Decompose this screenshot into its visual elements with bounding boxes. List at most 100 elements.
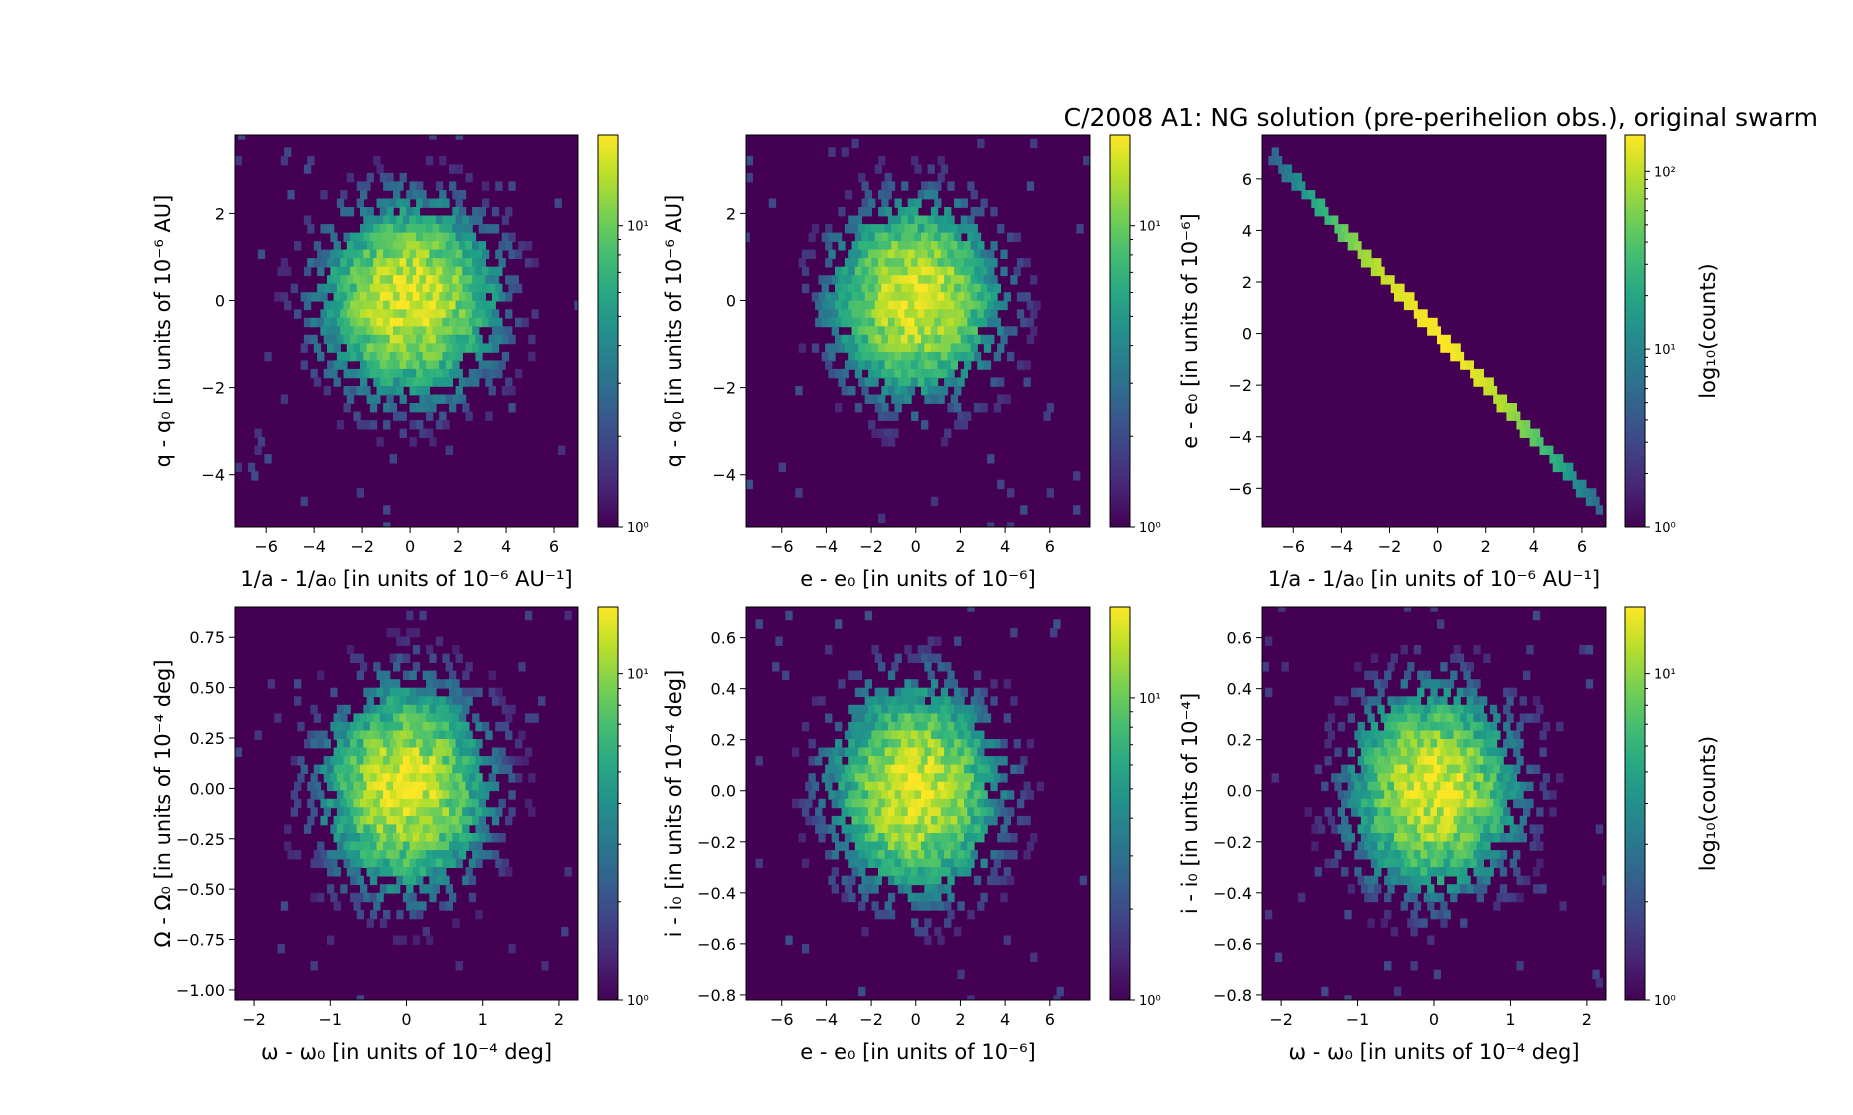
x-axis-label: ω - ω₀ [in units of 10⁻⁴ deg] (261, 1040, 552, 1064)
hexbin-cell (851, 713, 859, 723)
hexbin-cell (422, 790, 430, 800)
hexbin-cell (1595, 978, 1603, 988)
hexbin-cell (1387, 867, 1395, 877)
hexbin-cell (412, 764, 421, 774)
hexbin-cell (891, 730, 899, 740)
hexbin-cell (927, 283, 935, 294)
hexbin-cell (864, 224, 872, 234)
hexbin-cell (1509, 403, 1517, 413)
hexbin-cell (386, 798, 394, 809)
hexbin-cell (482, 807, 490, 817)
hexbin-cell (330, 824, 338, 834)
hexbin-cell (462, 215, 470, 225)
hexbin-cell (495, 807, 503, 817)
hexbin-cell (1446, 713, 1455, 723)
hexbin-cell (1400, 292, 1408, 302)
hexbin-cell (1030, 952, 1038, 962)
hexbin-cell (854, 215, 863, 225)
hexbin-cell (346, 798, 355, 809)
hexbin-cell (528, 807, 536, 817)
hexbin-cell (854, 687, 863, 698)
hexbin-cell (967, 773, 975, 783)
hexbin-cell (1407, 918, 1415, 928)
hexbin-cell (1413, 747, 1422, 757)
hexbin-cell (927, 266, 935, 277)
x-tick-label: 6 (1045, 1010, 1055, 1029)
hexbin-cell (409, 317, 417, 328)
hexbin-cell (491, 696, 500, 706)
x-tick-label: 1 (1505, 1010, 1515, 1029)
hexbin-cell (940, 790, 949, 800)
hexbin-cell (934, 653, 942, 663)
hexbin-cell (462, 334, 470, 345)
x-axis-label: e - e₀ [in units of 10⁻⁶] (800, 567, 1036, 591)
hexbin-cell (379, 884, 388, 894)
hexbin-cell (1407, 781, 1415, 792)
hexbin-cell (379, 377, 388, 387)
hexbin-cell (854, 266, 863, 277)
hexbin-cell (854, 790, 863, 800)
hexbin-cell (990, 815, 998, 826)
hexbin-cell (980, 283, 988, 294)
hexbin-cell (1321, 207, 1329, 217)
hexbin-cell (336, 739, 345, 749)
hexbin-cell (402, 687, 411, 698)
hexbin-cell (412, 258, 421, 268)
hexbin-cell (369, 875, 378, 886)
hexbin-cell (904, 781, 912, 792)
hexbin-cell (887, 721, 896, 732)
hexbin-cell (858, 986, 866, 997)
hexbin-cell (841, 147, 849, 157)
hexbin-cell (864, 747, 872, 757)
hexbin-cell (878, 833, 886, 843)
hexbin-cell (472, 377, 480, 387)
hexbin-cell (389, 687, 397, 698)
hexbin-cell (858, 292, 866, 302)
hexbin-cell (353, 258, 361, 268)
hexbin-cell (1003, 679, 1011, 689)
colorbar-tick-label: 10¹ (627, 668, 649, 683)
hexbin-cell (1370, 756, 1379, 766)
hexbin-cell (429, 249, 437, 259)
hexbin-cell (465, 815, 473, 826)
hexbin-cell (416, 721, 424, 732)
hexbin-cell (993, 739, 1001, 749)
hexbin-cell (987, 739, 995, 749)
hexbin-cell (462, 756, 470, 766)
hexbin-cell (366, 867, 374, 877)
hexbin-cell (907, 892, 915, 903)
hexbin-cell (1387, 850, 1395, 860)
hexbin-cell (811, 696, 820, 706)
hexbin-cell (360, 292, 368, 302)
hexbin-cell (851, 309, 859, 319)
hexbin-cell (1476, 773, 1484, 783)
hexbin-cell (386, 292, 394, 302)
hexbin-cell (515, 756, 523, 766)
hexbin-cell (356, 756, 364, 766)
hexbin-cell (399, 292, 407, 302)
hexbin-cell (1380, 713, 1388, 723)
hexbin-cell (944, 867, 952, 877)
hexbin-cell (307, 155, 315, 166)
hexbin-cell (455, 266, 463, 277)
hexbin-cell (884, 713, 892, 723)
hexbin-cell (1503, 892, 1511, 903)
y-tick-label: −4 (1228, 428, 1252, 447)
hexbin-cell (887, 300, 896, 311)
hexbin-cell (376, 386, 384, 396)
hexbin-cell (954, 249, 962, 259)
hexbin-cell (792, 798, 800, 809)
hexbin-cell (505, 275, 513, 285)
hexbin-cell (353, 241, 361, 251)
hexbin-cell (930, 394, 939, 404)
hexbin-cell (944, 918, 952, 928)
hexbin-cell (336, 351, 345, 362)
hexbin-cell (426, 781, 434, 792)
hexbin-cell (911, 679, 919, 689)
hexbin-cell (1417, 687, 1425, 698)
hexbin-cell (383, 249, 391, 259)
hexbin-cell (416, 687, 424, 698)
hexbin-cell (393, 713, 401, 723)
hexbin-cell (353, 326, 361, 336)
x-tick-label: −2 (859, 1010, 883, 1029)
